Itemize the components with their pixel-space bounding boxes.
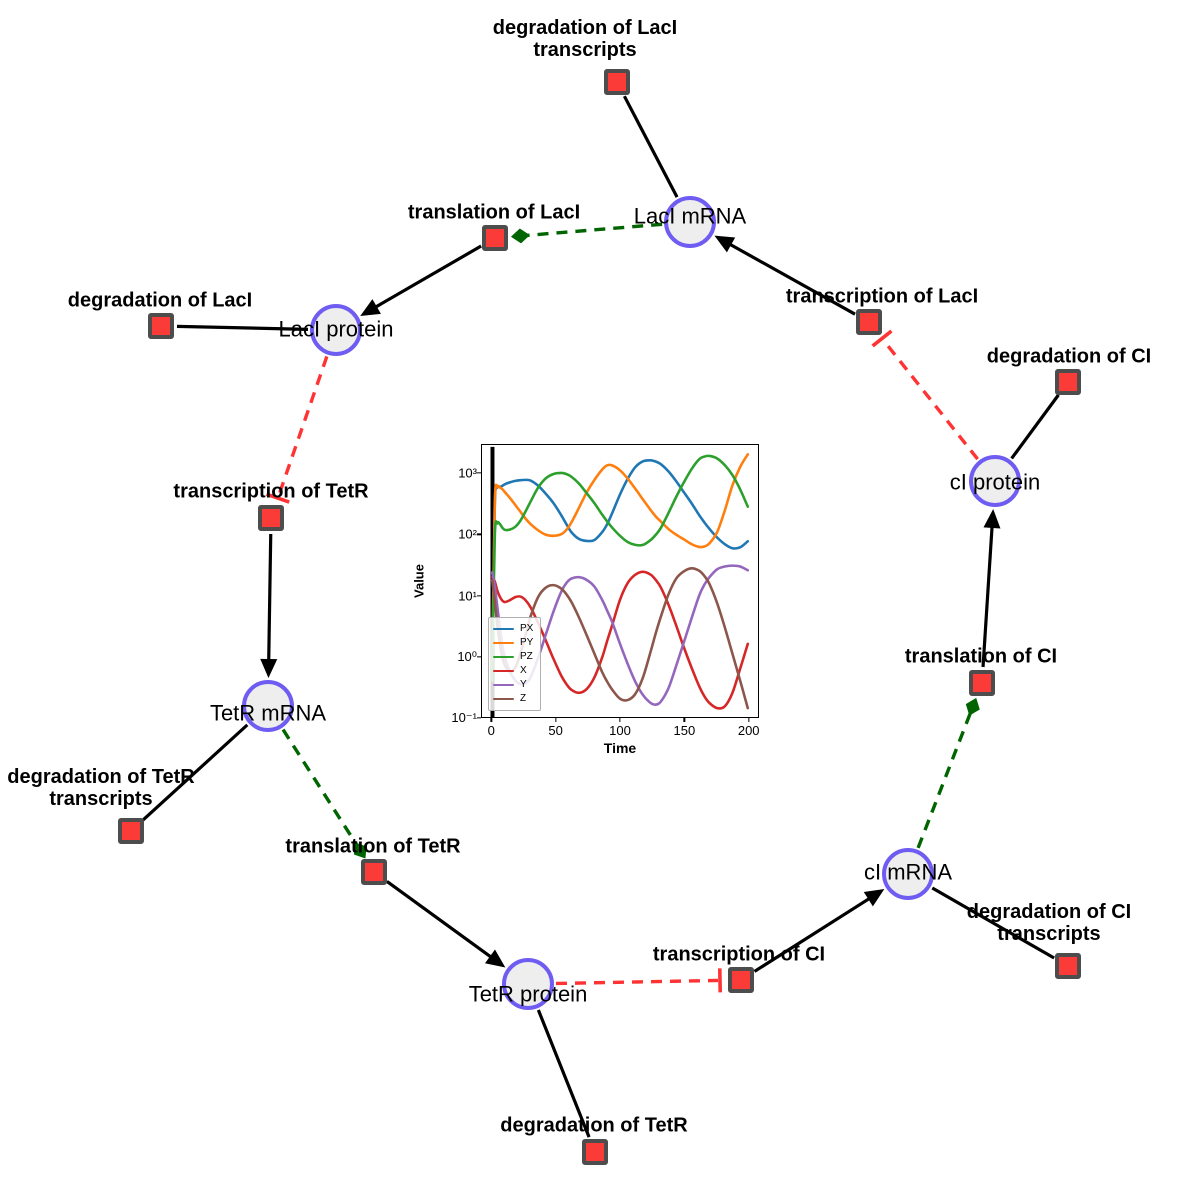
reaction-node-transcription_ci[interactable] [728,967,754,993]
edge-e-translation-ci-to-protein [981,508,1001,668]
plot-legend-label-X: X [520,665,527,676]
plot-legend-swatch-PZ [493,655,514,659]
species-node-laci_protein[interactable] [310,304,362,356]
edge-e-laci-protein-inhibits [265,355,329,504]
plot-xtick-mark-2 [619,718,621,722]
plot-legend-swatch-PX [493,627,514,631]
edge-e-tetr-protein-to-deg [536,1009,591,1138]
plot-series-PY [490,453,750,676]
species-node-tetr_protein[interactable] [502,958,554,1010]
edge-e-translation-tetr-to-protein [385,880,506,968]
reaction-node-deg_ci[interactable] [1055,369,1081,395]
edge-e-laci-protein-to-deg [176,324,309,331]
plot-xtick-mark-0 [490,718,492,722]
plot-xtick-mark-4 [748,718,750,722]
plot-legend-label-PX: PX [520,623,534,634]
edge-e-tetr-mrna-to-translation [281,728,367,859]
plot-ytick-1: 10⁰ [457,648,477,664]
edge-e-ci-protein-to-deg [1010,393,1060,460]
edge-e-transcription-tetr-to-mrna [260,533,278,679]
edge-e-ci-mrna-to-translation [916,697,980,849]
plot-legend-label-PY: PY [520,637,534,648]
plot-series-PZ [490,454,750,682]
plot-ytick-mark-3 [477,533,481,536]
reaction-node-translation_ci[interactable] [969,670,995,696]
plot-legend-item-Y: Y [493,678,533,692]
simulation-plot-inset: Value 10⁻¹ 10⁰ 10¹ 10² 10³ PX PY PZ X Y Z 0 50 100 1… [412,432,775,762]
edge-e-tetr-mrna-to-deg [141,723,249,822]
edge-e-ci-mrna-to-deg [931,886,1055,960]
edge-e-transcription-laci-to-mrna [714,235,856,316]
plot-legend-label-Z: Z [520,693,527,704]
plot-ytick-3: 10² [458,526,477,542]
reaction-node-translation_tetr[interactable] [361,859,387,885]
plot-xtick-mark-1 [554,718,557,722]
reaction-node-transcription_tetr[interactable] [258,505,284,531]
plot-xtick-1: 50 [548,723,563,738]
reaction-node-deg_laci[interactable] [148,313,174,339]
edge-e-laci-mrna-to-translation [510,222,663,244]
plot-series-PX [490,458,750,676]
plot-xtick-4: 200 [737,723,760,738]
plot-legend: PX PY PZ X Y Z [488,617,542,711]
plot-xtick-2: 100 [609,723,631,738]
reaction-node-deg_tetr[interactable] [582,1139,608,1165]
plot-ytick-mark-1 [477,656,481,658]
plot-legend-item-X: X [493,664,533,678]
edge-e-laci-mrna-to-deg [622,95,679,198]
edge-e-transcription-ci-to-mrna [753,889,885,973]
edge-e-translation-to-protein [360,244,482,316]
plot-legend-swatch-Z [493,697,514,701]
reaction-node-deg_tetr_transcripts[interactable] [118,818,144,844]
plot-axes-box: PX PY PZ X Y Z [481,444,759,718]
plot-legend-swatch-Y [493,683,514,687]
reaction-node-deg_laci_transcripts[interactable] [604,69,630,95]
reaction-node-translation_laci[interactable] [482,225,508,251]
plot-ytick-4: 10³ [458,465,477,481]
plot-legend-label-PZ: PZ [520,651,533,662]
plot-ytick-2: 10¹ [458,588,477,604]
plot-legend-item-PX: PX [493,622,533,636]
plot-legend-swatch-X [493,669,514,673]
plot-ytick-0: 10⁻¹ [451,710,477,725]
plot-xtick-0: 0 [487,723,495,738]
plot-legend-item-PY: PY [493,636,533,650]
plot-xtick-mark-3 [683,718,685,722]
edge-e-tetr-protein-inhibits [555,968,723,993]
plot-legend-swatch-PY [493,641,514,645]
plot-ytick-mark-4 [477,472,481,474]
reaction-node-transcription_laci[interactable] [856,309,882,335]
plot-xtick-3: 150 [673,723,696,738]
plot-x-axis-label: Time [603,740,637,756]
species-node-tetr_mrna[interactable] [242,680,294,732]
plot-ytick-mark-0 [477,717,481,719]
species-node-laci_mrna[interactable] [664,196,716,248]
species-node-ci_mrna[interactable] [882,848,934,900]
plot-ytick-mark-2 [477,594,481,597]
plot-legend-item-PZ: PZ [493,650,533,664]
plot-legend-label-Y: Y [520,679,527,690]
edge-e-ci-protein-inhibits [871,329,979,461]
plot-legend-item-Z: Z [493,692,533,706]
reaction-node-deg_ci_transcripts[interactable] [1055,953,1081,979]
species-node-ci_protein[interactable] [969,455,1021,507]
plot-series-X [490,570,750,710]
